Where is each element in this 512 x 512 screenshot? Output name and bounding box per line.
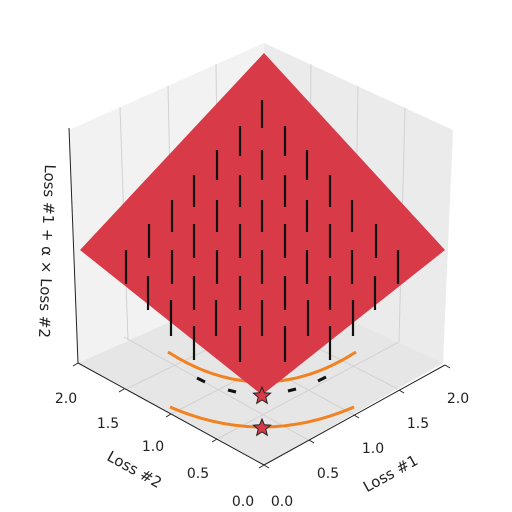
x-tick-label: 1.0 <box>362 441 384 457</box>
y-tick-label: 1.5 <box>97 416 119 432</box>
y-tick-label: 1.0 <box>142 439 164 455</box>
z-axis-line <box>68 127 79 364</box>
z-axis-label: Loss #1 + α × Loss #2 <box>35 164 59 338</box>
x-tick-label: 0.0 <box>271 494 293 510</box>
star-marker-upper <box>252 385 272 405</box>
surface-quiver-marks <box>124 100 400 362</box>
x-tick-label: 1.5 <box>407 416 429 432</box>
x-axis-label: Loss #1 <box>360 451 421 496</box>
y-tick-label: 0.0 <box>232 494 254 510</box>
x-tick-label: 0.5 <box>317 466 339 482</box>
x-tick-label: 2.0 <box>447 391 469 407</box>
x-axis-ticks <box>263 364 451 469</box>
y-axis-ticks <box>72 362 265 469</box>
star-marker-lower <box>252 417 272 437</box>
y-tick-label: 2.0 <box>55 391 77 407</box>
contour-dashes <box>196 375 327 394</box>
y-tick-label: 0.5 <box>187 466 209 482</box>
